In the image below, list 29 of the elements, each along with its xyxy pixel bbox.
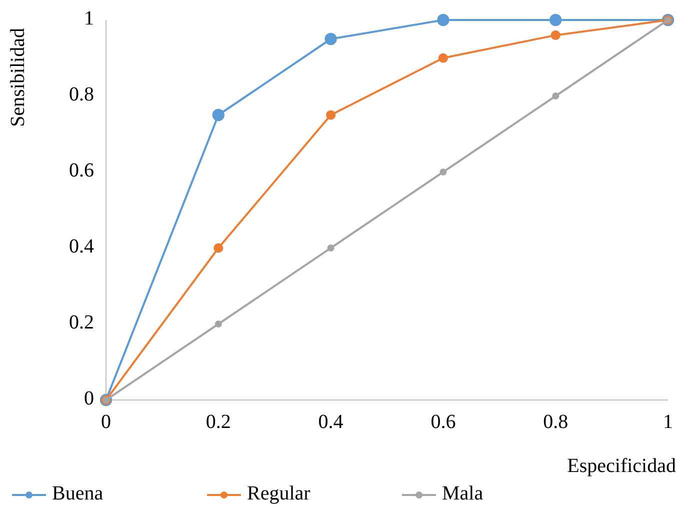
point [212, 108, 224, 122]
point [326, 110, 336, 120]
point [437, 14, 450, 26]
x-tick-label: 1 [663, 411, 673, 433]
y-tick-label: 0.8 [69, 84, 94, 106]
y-axis-title: Sensibilidad [7, 28, 29, 127]
y-tick-label: 0 [84, 388, 94, 410]
x-tick-label: 0.8 [543, 411, 568, 433]
y-tick-label: 1 [84, 8, 94, 30]
point [324, 32, 337, 46]
point [552, 92, 560, 100]
point [214, 243, 224, 253]
point [327, 244, 334, 252]
x-tick-label: 0.4 [318, 411, 344, 433]
point [214, 320, 222, 328]
x-tick-label: 0.2 [206, 411, 231, 433]
y-tick-label: 0.6 [69, 160, 94, 182]
x-tick-label: 0.6 [430, 411, 456, 433]
point [550, 14, 562, 26]
y-tick-label: 0.4 [69, 236, 94, 258]
point [550, 30, 560, 40]
legend-label: Mala [442, 482, 484, 505]
x-tick-label: 0 [101, 411, 111, 433]
y-tick-label: 0.2 [69, 312, 94, 334]
legend-label: Buena [52, 482, 104, 505]
legend-label: Regular [247, 482, 311, 505]
point [440, 168, 447, 176]
point [438, 53, 448, 63]
x-axis-title: Especificidad [567, 455, 676, 477]
